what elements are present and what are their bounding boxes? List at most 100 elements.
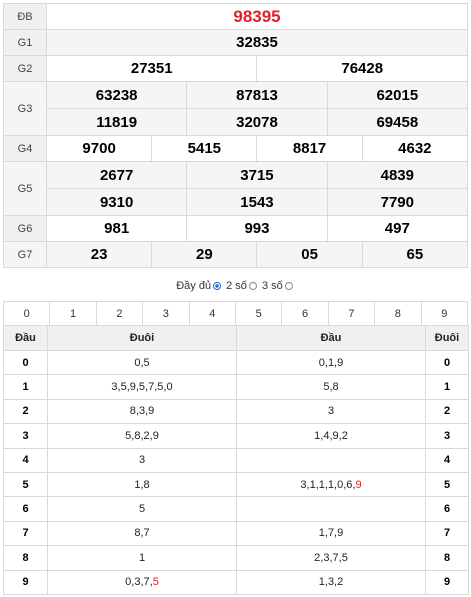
radio-two[interactable] — [248, 282, 257, 290]
digit-group: 3 — [327, 405, 335, 418]
prize-number: 3715 — [186, 161, 328, 189]
row-g6: G6 981 993 497 — [3, 215, 469, 242]
dau-values: 3,1,1,1,0,6,9 — [236, 471, 426, 498]
loto-row: 8 1 2,3,7,5 8 — [3, 545, 469, 571]
dau-values — [236, 447, 426, 473]
filter-three-option[interactable]: 3 số — [262, 280, 295, 292]
filter-three-label: 3 số — [261, 280, 283, 292]
filter-full-label: Đầy đủ — [176, 280, 212, 292]
row-key-left: 9 — [3, 569, 48, 595]
prize-number: 5415 — [151, 135, 258, 162]
row-key-left: 2 — [3, 398, 48, 425]
prize-number: 69458 — [326, 108, 469, 136]
prize-number: 8817 — [256, 135, 363, 162]
digit-group: 3 — [138, 454, 146, 467]
digit-button-9[interactable]: 9 — [420, 301, 469, 326]
row-key-right: 3 — [425, 423, 469, 449]
loto-row: 1 3,5,9,5,7,5,0 5,8 1 — [3, 374, 469, 400]
row-key-right: 8 — [425, 545, 469, 571]
prize-number: 65 — [361, 241, 469, 268]
row-key-right: 0 — [425, 349, 469, 376]
row-key-left: 4 — [3, 447, 48, 473]
duoi-values: 8,3,9 — [47, 398, 237, 425]
dau-values: 3 — [236, 398, 426, 425]
prize-number: 11819 — [45, 108, 188, 136]
duoi-values: 1 — [47, 545, 237, 571]
digit-button-4[interactable]: 4 — [188, 301, 236, 326]
row-key-right: 1 — [425, 374, 469, 400]
loto-header-row: Đầu Đuôi Đầu Đuôi — [3, 325, 469, 351]
digit-button-2[interactable]: 2 — [95, 301, 144, 326]
prize-number: 1543 — [186, 188, 328, 216]
prize-label: G2 — [3, 55, 47, 82]
duoi-values: 1,8 — [47, 471, 237, 498]
prize-number: 27351 — [45, 55, 258, 82]
row-g5b: 9310 1543 7790 — [4, 188, 469, 216]
row-key-left: 8 — [3, 545, 48, 571]
prize-number: 9310 — [45, 188, 188, 216]
digit-group: 5,8 — [323, 381, 339, 394]
display-filter: Đầy đủ 2 số 3 số — [0, 280, 471, 292]
dau-values: 0,1,9 — [236, 349, 426, 376]
radio-full[interactable] — [213, 282, 222, 290]
prize-number: 32835 — [46, 29, 468, 56]
prize-number: 05 — [256, 241, 363, 268]
row-key-right: 6 — [425, 496, 469, 522]
dau-values: 2,3,7,5 — [236, 545, 426, 571]
digit-group: 0,5 — [134, 356, 150, 369]
prize-label: G1 — [3, 29, 47, 56]
loto-row: 3 5,8,2,9 1,4,9,2 3 — [3, 423, 469, 449]
row-key-left: 0 — [3, 349, 48, 376]
digit-button-0[interactable]: 0 — [2, 301, 51, 326]
digit-button-3[interactable]: 3 — [142, 301, 190, 326]
digit-group: 0,1,9 — [318, 356, 344, 369]
loto-row: 9 0,3,7,5 1,3,2 9 — [3, 569, 469, 595]
results-table: ĐB 98395 G1 32835 G2 27351 76428 G3 6323… — [3, 3, 469, 268]
prize-number: 62015 — [326, 81, 469, 109]
filter-two-option[interactable]: 2 số — [226, 280, 259, 292]
digit-group: 2,3,7,5 — [314, 551, 348, 564]
row-key-left: 3 — [3, 423, 48, 449]
radio-three[interactable] — [284, 282, 293, 290]
duoi-values: 3 — [47, 447, 237, 473]
row-g5: G5 2677 3715 4839 — [3, 161, 469, 216]
prize-number: 981 — [45, 215, 188, 242]
row-key-right: 4 — [425, 447, 469, 473]
dau-values: 1,4,9,2 — [236, 423, 426, 449]
row-g3b: 11819 32078 69458 — [4, 108, 469, 136]
dau-values: 1,7,9 — [236, 520, 426, 547]
prize-number: 23 — [45, 241, 153, 268]
prize-number: 87813 — [186, 81, 328, 109]
loto-row: 4 3 4 — [3, 447, 469, 473]
duoi-values: 0,5 — [47, 349, 237, 376]
digit-button-7[interactable]: 7 — [327, 301, 376, 326]
prize-number: 9700 — [45, 135, 153, 162]
prize-number: 4839 — [326, 161, 469, 189]
filter-full-option[interactable]: Đầy đủ — [176, 280, 223, 292]
header-duoi: Đuôi — [425, 325, 469, 351]
digit-button-8[interactable]: 8 — [374, 301, 422, 326]
digit-button-1[interactable]: 1 — [49, 301, 97, 326]
row-g3: G3 63238 87813 62015 — [3, 81, 469, 136]
dau-values: 5,8 — [236, 374, 426, 400]
digit-button-6[interactable]: 6 — [281, 301, 329, 326]
digit-group: 5 — [138, 503, 146, 516]
header-dau: Đầu — [236, 325, 426, 351]
prize-label: G6 — [3, 215, 47, 242]
digit-group: 0,3,7, — [125, 576, 153, 589]
digit-group: 1,7,9 — [318, 527, 344, 540]
prize-number: 76428 — [256, 55, 468, 82]
digit-button-5[interactable]: 5 — [234, 301, 283, 326]
prize-number: 63238 — [45, 81, 188, 109]
digit-group: 3,1,1,1,0,6, — [300, 478, 356, 491]
loto-row: 6 5 6 — [3, 496, 469, 522]
duoi-values: 8,7 — [47, 520, 237, 547]
row-g1: G1 32835 — [3, 29, 468, 56]
filter-two-label: 2 số — [226, 280, 247, 292]
row-key-left: 7 — [3, 520, 48, 547]
prize-number: 497 — [326, 215, 469, 242]
row-g4: G4 9700 5415 8817 4632 — [3, 135, 469, 162]
dau-values — [236, 496, 426, 522]
digit-group: 8,7 — [134, 527, 150, 540]
